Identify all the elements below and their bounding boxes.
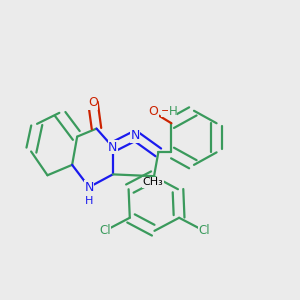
Text: N: N xyxy=(130,129,140,142)
Text: Cl: Cl xyxy=(99,224,111,237)
Text: O: O xyxy=(148,106,158,118)
Text: O: O xyxy=(88,96,98,109)
Text: N: N xyxy=(84,181,94,194)
Text: H: H xyxy=(168,106,177,118)
Text: H: H xyxy=(85,196,93,206)
Text: Cl: Cl xyxy=(198,224,210,237)
Text: N: N xyxy=(108,140,118,154)
Text: −: − xyxy=(161,106,171,116)
Text: CH₃: CH₃ xyxy=(142,177,163,187)
